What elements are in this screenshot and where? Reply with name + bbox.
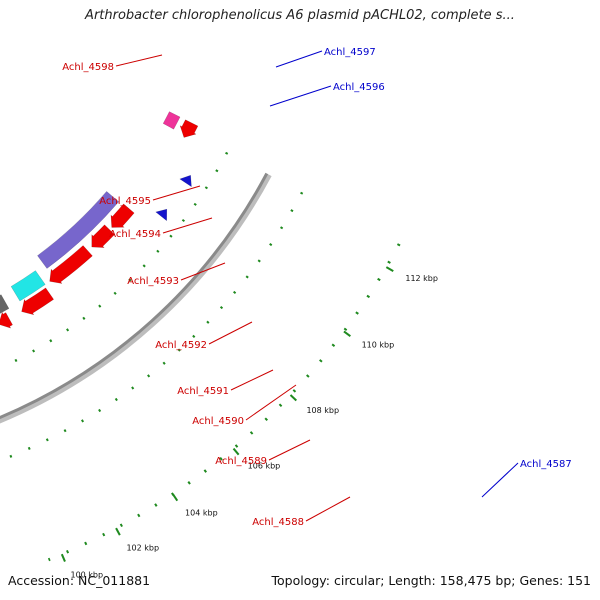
kbp-tick-mark (232, 447, 240, 456)
label-leader-line (481, 462, 519, 498)
gene-label: Achl_4595 (99, 196, 151, 207)
kbp-tick-mark (60, 553, 66, 562)
gene-label: Achl_4587 (520, 459, 572, 470)
purple-feature (37, 191, 120, 269)
magenta-feature (162, 111, 181, 130)
label-leader-line (115, 54, 163, 67)
forward-gene (0, 311, 13, 329)
kbp-tick-mark (115, 527, 121, 536)
label-leader-line (208, 321, 253, 345)
kbp-tick-label: 112 kbp (405, 274, 438, 283)
gene-label: Achl_4590 (192, 416, 244, 427)
kbp-tick-label: 108 kbp (306, 406, 339, 415)
cyan-feature (10, 270, 46, 302)
label-leader-line (162, 217, 213, 234)
topology-text: Topology: circular; Length: 158,475 bp; … (271, 573, 592, 588)
forward-gene (91, 224, 115, 248)
label-leader-line (269, 85, 332, 107)
gene-label: Achl_4596 (333, 82, 385, 93)
kbp-tick-label: 106 kbp (248, 461, 281, 470)
gene-label: Achl_4591 (177, 386, 229, 397)
tick-ring-2 (47, 243, 401, 562)
backbone-shadow (0, 173, 272, 424)
map-title: Arthrobacter chlorophenolicus A6 plasmid… (85, 8, 515, 23)
gray-feature (0, 294, 10, 314)
label-leader-line (245, 384, 297, 421)
forward-gene (110, 203, 135, 228)
gene-label: Achl_4594 (109, 229, 161, 240)
forward-gene (179, 119, 199, 138)
label-leader-line (268, 439, 311, 461)
kbp-tick-mark (343, 330, 351, 337)
forward-gene (21, 287, 55, 316)
label-leader-line (230, 369, 274, 391)
gene-label: Achl_4593 (127, 276, 179, 287)
kbp-tick-mark (385, 266, 394, 272)
label-leader-line (180, 262, 226, 281)
gene-label: Achl_4588 (252, 517, 304, 528)
gene-label: Achl_4597 (324, 47, 376, 58)
label-leader-line (305, 496, 351, 522)
label-leader-line (275, 50, 323, 68)
tick-ring-0 (0, 151, 229, 370)
reverse-gene (155, 208, 168, 222)
kbp-tick-label: 102 kbp (126, 543, 159, 552)
kbp-tick-mark (172, 493, 179, 502)
kbp-tick-mark (289, 394, 297, 402)
kbp-tick-label: 110 kbp (362, 341, 395, 350)
kbp-tick-label: 104 kbp (185, 508, 218, 517)
gene-label: Achl_4598 (62, 62, 114, 73)
gene-label: Achl_4589 (215, 456, 267, 467)
backbone-circle (0, 172, 269, 420)
kbp-tick-label: 100 kbp (70, 570, 103, 579)
forward-gene (49, 245, 93, 284)
label-leader-line (152, 185, 201, 201)
reverse-gene (179, 174, 192, 188)
accession-text: Accession: NC_011881 (8, 573, 151, 588)
gene-label: Achl_4592 (155, 340, 207, 351)
